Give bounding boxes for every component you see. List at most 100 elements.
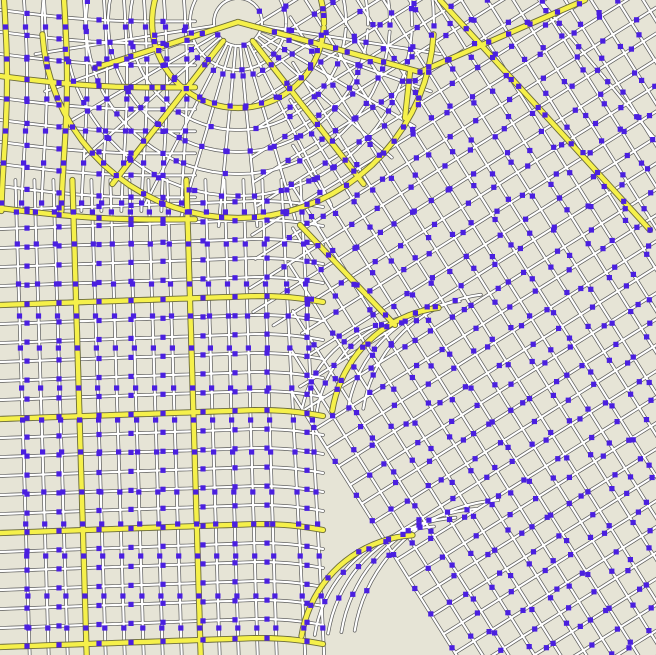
intersection-node [627, 639, 633, 645]
minor-road[interactable] [289, 16, 656, 655]
minor-road[interactable] [407, 175, 656, 580]
minor-road[interactable] [430, 212, 656, 617]
minor-road[interactable] [292, 61, 656, 655]
minor-road[interactable] [293, 0, 656, 628]
intersection-node [526, 644, 532, 650]
intersection-node [391, 138, 397, 144]
minor-road[interactable] [188, 0, 246, 27]
intersection-node [128, 582, 134, 588]
intersection-node [290, 417, 296, 423]
intersection-node [428, 363, 434, 369]
minor-road[interactable] [289, 264, 598, 655]
intersection-node [231, 489, 237, 495]
minor-road[interactable] [293, 0, 656, 605]
minor-road[interactable] [353, 499, 500, 632]
intersection-node [282, 241, 288, 247]
minor-road[interactable] [272, 0, 656, 327]
intersection-node [524, 19, 530, 25]
intersection-node [235, 625, 241, 631]
minor-road[interactable] [289, 346, 561, 655]
intersection-node [550, 475, 556, 481]
intersection-node [313, 370, 319, 376]
intersection-node [572, 107, 578, 113]
intersection-node [380, 66, 386, 72]
intersection-node [428, 445, 434, 452]
intersection-node [505, 527, 511, 533]
minor-road[interactable] [255, 0, 656, 130]
intersection-node [90, 241, 96, 247]
minor-road[interactable] [362, 293, 482, 410]
minor-road[interactable] [100, 0, 109, 213]
intersection-node [232, 636, 238, 642]
minor-road[interactable] [490, 305, 656, 655]
intersection-node [56, 395, 62, 401]
intersection-node [135, 449, 141, 455]
minor-road[interactable] [337, 63, 656, 468]
major-road[interactable] [0, 0, 10, 214]
minor-road[interactable] [249, 0, 656, 159]
minor-road[interactable] [372, 119, 656, 524]
minor-road[interactable] [291, 0, 656, 617]
intersection-node [160, 581, 166, 587]
intersection-node [367, 288, 373, 294]
intersection-node [571, 30, 577, 36]
intersection-node [294, 489, 300, 495]
intersection-node [554, 9, 561, 15]
major-road[interactable] [235, 19, 423, 75]
intersection-node [54, 95, 60, 101]
minor-road[interactable] [40, 0, 49, 213]
intersection-node [585, 241, 591, 247]
intersection-node [647, 528, 653, 534]
minor-road[interactable] [189, 23, 287, 72]
intersection-node [76, 385, 82, 391]
intersection-node [97, 449, 103, 455]
intersection-node [133, 385, 139, 391]
minor-road[interactable] [479, 286, 656, 655]
intersection-node [472, 456, 478, 462]
intersection-node [232, 218, 238, 224]
minor-road[interactable] [467, 268, 656, 655]
intersection-node [64, 96, 70, 102]
minor-road[interactable] [291, 0, 656, 640]
minor-road[interactable] [442, 231, 656, 636]
minor-road[interactable] [454, 249, 656, 654]
minor-road[interactable] [234, 0, 264, 24]
minor-road[interactable] [257, 0, 656, 77]
minor-road[interactable] [291, 227, 617, 655]
intersection-node [210, 417, 216, 423]
intersection-node [83, 625, 89, 631]
intersection-node [156, 48, 162, 54]
minor-road[interactable] [348, 81, 656, 487]
intersection-node [578, 493, 584, 499]
intersection-node [647, 320, 653, 326]
intersection-node [532, 288, 538, 294]
intersection-node [304, 277, 310, 283]
minor-road[interactable] [384, 137, 656, 543]
intersection-node [304, 467, 310, 473]
major-road[interactable] [297, 222, 398, 328]
intersection-node [24, 186, 30, 192]
intersection-node [121, 625, 127, 631]
intersection-node [625, 568, 631, 574]
intersection-node [404, 291, 410, 297]
minor-road[interactable] [249, 0, 656, 290]
major-road[interactable] [149, 0, 251, 30]
intersection-node [497, 232, 503, 238]
intersection-node [102, 128, 109, 134]
intersection-node [639, 77, 645, 83]
intersection-node [504, 150, 511, 156]
intersection-node [96, 149, 102, 155]
minor-road[interactable] [360, 100, 656, 505]
intersection-node [188, 345, 194, 351]
minor-road[interactable] [395, 156, 656, 561]
intersection-node [526, 478, 532, 484]
major-road[interactable] [59, 0, 70, 214]
minor-road[interactable] [419, 193, 656, 599]
intersection-node [551, 144, 557, 150]
minor-road[interactable] [212, 0, 242, 25]
intersection-node [247, 148, 253, 154]
intersection-node [412, 310, 418, 316]
minor-road[interactable] [256, 0, 656, 207]
